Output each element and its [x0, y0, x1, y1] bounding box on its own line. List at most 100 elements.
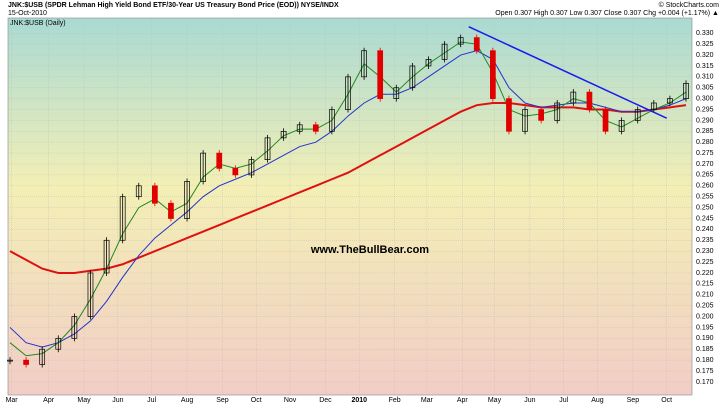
candle [87, 272, 94, 317]
candle [7, 359, 13, 362]
candle [216, 152, 223, 169]
candle [650, 102, 657, 110]
x-tick-label: Jul [559, 397, 568, 404]
candle [135, 185, 142, 198]
y-tick-label: 0.195 [696, 324, 714, 331]
x-tick-label: Nov [284, 397, 297, 404]
candle [119, 196, 126, 241]
x-tick-label: Apr [457, 397, 469, 404]
y-tick-label: 0.270 [696, 161, 714, 168]
x-tick-label: Mar [6, 397, 19, 404]
trendline [468, 26, 668, 119]
y-tick-label: 0.215 [696, 281, 714, 288]
y-tick-label: 0.285 [696, 128, 714, 135]
candle [312, 124, 319, 132]
candle [168, 202, 174, 219]
candle [425, 59, 432, 67]
x-tick-label: Oct [661, 397, 672, 404]
y-tick-label: 0.170 [696, 379, 714, 386]
x-tick-label: Aug [591, 397, 604, 404]
y-tick-label: 0.255 [696, 194, 714, 201]
moving-average [9, 101, 687, 274]
candle [39, 348, 46, 365]
y-tick-label: 0.190 [696, 335, 714, 342]
x-tick-label: Oct [251, 397, 262, 404]
y-tick-label: 0.320 [696, 52, 714, 59]
y-tick-label: 0.210 [696, 292, 714, 299]
candle [361, 50, 367, 78]
candle [570, 91, 577, 104]
candle [232, 168, 239, 176]
x-tick-label: May [488, 397, 502, 404]
candle [618, 120, 625, 132]
x-tick-label: Apr [43, 397, 55, 404]
candle [602, 109, 609, 132]
y-tick-label: 0.265 [696, 172, 714, 179]
candle [554, 102, 561, 121]
candle [473, 37, 480, 52]
candle [377, 50, 384, 99]
candle [634, 109, 641, 121]
x-tick-label: Dec [319, 397, 332, 404]
y-tick-label: 0.300 [696, 95, 714, 102]
y-tick-label: 0.185 [696, 346, 714, 353]
quote: Open 0.307 High 0.307 Low 0.307 Close 0.… [495, 10, 719, 17]
candle [23, 359, 29, 365]
candle [667, 98, 673, 104]
y-tick-label: 0.310 [696, 74, 714, 81]
x-tick-label: Jul [147, 397, 156, 404]
candle [345, 76, 351, 110]
y-tick-label: 0.295 [696, 106, 714, 113]
candle [586, 91, 593, 110]
candle [71, 316, 78, 339]
credit: © StockCharts.com [659, 1, 720, 9]
y-tick-label: 0.325 [696, 41, 714, 48]
candle [393, 87, 400, 99]
watermark: www.TheBullBear.com [310, 244, 429, 256]
candle [296, 124, 303, 132]
y-tick-label: 0.305 [696, 85, 714, 92]
candle [683, 83, 689, 99]
candle [280, 130, 287, 139]
x-tick-label: Jun [524, 397, 535, 404]
date: 15-Oct-2010 [8, 10, 47, 17]
y-tick-label: 0.290 [696, 117, 714, 124]
y-tick-label: 0.205 [696, 302, 714, 309]
x-tick-label: Feb [389, 397, 401, 404]
candle [409, 65, 416, 89]
candle [264, 137, 271, 160]
y-tick-label: 0.225 [696, 259, 714, 266]
candle [103, 239, 110, 274]
y-tick-label: 0.235 [696, 237, 714, 244]
y-tick-label: 0.260 [696, 183, 714, 190]
candle [152, 185, 158, 204]
candle [441, 43, 448, 60]
candle [457, 37, 464, 45]
candle [522, 109, 528, 132]
y-tick-label: 0.200 [696, 313, 714, 320]
chart-title: JNK:$USB (SPDR Lehman High Yield Bond ET… [8, 2, 339, 9]
candle [184, 181, 190, 219]
y-tick-label: 0.230 [696, 248, 714, 255]
y-tick-label: 0.240 [696, 226, 714, 233]
x-tick-label: Aug [181, 397, 194, 404]
x-tick-label: Jun [112, 397, 123, 404]
y-tick-label: 0.315 [696, 63, 714, 70]
y-tick-label: 0.280 [696, 139, 714, 146]
candle [55, 337, 62, 350]
candle [506, 98, 512, 132]
y-tick-label: 0.250 [696, 204, 714, 211]
plot-area [7, 17, 693, 396]
x-tick-label: Mar [421, 397, 434, 404]
candle [538, 109, 544, 121]
y-tick-label: 0.175 [696, 368, 714, 375]
x-tick-label: 2010 [351, 397, 367, 404]
y-tick-label: 0.180 [696, 357, 714, 364]
candle [248, 159, 255, 176]
candle [490, 50, 496, 99]
x-tick-label: Sep [627, 397, 640, 404]
y-tick-label: 0.275 [696, 150, 714, 157]
y-tick-label: 0.220 [696, 270, 714, 277]
candle [329, 109, 335, 132]
